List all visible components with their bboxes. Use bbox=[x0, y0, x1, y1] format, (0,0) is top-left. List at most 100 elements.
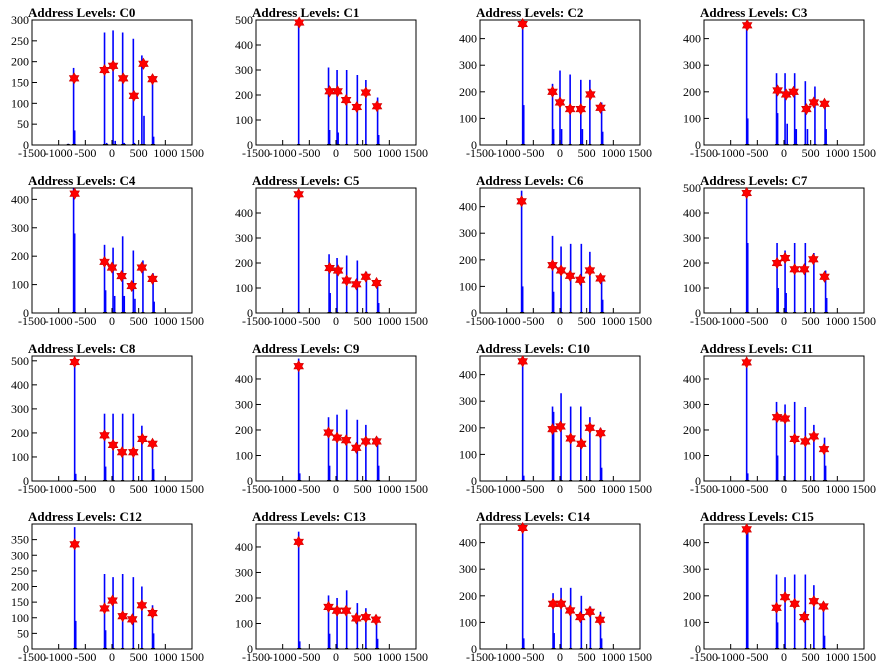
x-tick-label: 0 bbox=[557, 650, 563, 664]
peak-marker bbox=[323, 600, 334, 614]
chart-svg: 0 100 200 300 400 -1500-1000 -500 0 500 1000 1500 bbox=[683, 19, 876, 160]
x-tick-label: -1000 bbox=[717, 650, 745, 664]
plot-frame bbox=[703, 187, 865, 314]
x-tick-label: -1000 bbox=[717, 146, 745, 160]
peak-marker bbox=[99, 429, 110, 442]
chart-panel: 0 100 200 300 400 500 -1500 -1000 -500 0 500 1000 15… bbox=[224, 0, 448, 168]
x-tick-label: 500 bbox=[354, 146, 372, 160]
x-tick-label: 0 bbox=[109, 146, 115, 160]
peak-marker bbox=[69, 355, 80, 369]
x-tick-label: 1000 bbox=[153, 146, 177, 160]
peak-marker bbox=[554, 96, 566, 109]
peak-marker bbox=[808, 430, 820, 443]
peak-marker bbox=[293, 360, 304, 373]
x-tick-label: -500 bbox=[522, 146, 544, 160]
peak-marker bbox=[371, 100, 383, 113]
peak-marker bbox=[585, 88, 596, 101]
x-tick-label: -500 bbox=[298, 146, 320, 160]
peak-marker bbox=[789, 263, 800, 276]
peak-marker bbox=[576, 437, 587, 450]
x-tick-label: -1000 bbox=[493, 650, 521, 664]
y-tick-label: 0 bbox=[471, 306, 477, 320]
peak-marker bbox=[771, 601, 782, 614]
chart-svg: 0 100 200 300 400 -1500-1000 -500 0 500 1000 1500 bbox=[683, 523, 876, 664]
x-tick-label: -1000 bbox=[45, 314, 73, 328]
x-tick-label: 500 bbox=[130, 650, 148, 664]
y-tick-label: 100 bbox=[683, 111, 701, 125]
peak-marker bbox=[818, 600, 829, 613]
x-tick-label: -1500 bbox=[466, 650, 494, 664]
x-tick-label: -500 bbox=[522, 482, 544, 496]
x-tick-label: 500 bbox=[354, 482, 372, 496]
plot-frame bbox=[703, 523, 865, 650]
x-tick-label: 1500 bbox=[852, 482, 876, 496]
peak-marker bbox=[564, 269, 576, 282]
y-tick-label: 400 bbox=[683, 206, 701, 220]
peak-marker bbox=[772, 84, 783, 97]
y-tick-label: 400 bbox=[11, 192, 29, 206]
y-tick-label: 300 bbox=[11, 402, 29, 416]
peak-marker bbox=[147, 272, 158, 286]
x-tick-label: 1000 bbox=[825, 650, 849, 664]
y-tick-label: 100 bbox=[11, 278, 29, 292]
peak-marker bbox=[595, 101, 606, 114]
peak-marker bbox=[126, 613, 138, 626]
y-tick-label: 200 bbox=[235, 423, 253, 437]
peak-marker bbox=[350, 441, 362, 454]
plot-frame bbox=[31, 187, 193, 314]
chart-panel: 0 100 200 300 400 -1500 -1000 -500 0 500 1000 1500 A… bbox=[448, 168, 672, 336]
x-tick-label: -1000 bbox=[45, 146, 73, 160]
y-tick-label: 400 bbox=[11, 378, 29, 392]
x-tick-label: -1000 bbox=[269, 650, 297, 664]
y-tick-label: 200 bbox=[235, 256, 253, 270]
peak-marker bbox=[771, 411, 783, 424]
y-tick-label: 0 bbox=[471, 474, 477, 488]
y-tick-label: 0 bbox=[247, 642, 253, 656]
chart-svg: 0 100 200 300 400 -1500-1000 -500 0 500 1000 1500 bbox=[459, 355, 652, 496]
x-tick-label: 1500 bbox=[404, 146, 428, 160]
y-tick-label: 400 bbox=[235, 38, 253, 52]
chart-svg: 0 100 200 300 400 -1500-1000 -500 0 500 1000 1500 bbox=[459, 17, 652, 160]
y-tick-label: 100 bbox=[235, 616, 253, 630]
x-tick-label: -1500 bbox=[690, 146, 718, 160]
y-tick-label: 300 bbox=[683, 58, 701, 72]
chart-panel: 0 100 200 300 400 -1500 -1000 -500 0 500 1000 1500 A… bbox=[672, 0, 896, 168]
peak-marker bbox=[516, 195, 527, 208]
x-tick-label: 1000 bbox=[601, 146, 625, 160]
x-tick-label: 500 bbox=[130, 146, 148, 160]
peak-marker bbox=[147, 437, 158, 450]
x-tick-label: -1500 bbox=[18, 482, 46, 496]
y-tick-label: 300 bbox=[459, 58, 477, 72]
x-tick-label: -1500 bbox=[690, 650, 718, 664]
y-tick-label: 100 bbox=[683, 615, 701, 629]
y-tick-label: 400 bbox=[459, 536, 477, 550]
y-tick-label: 100 bbox=[683, 448, 701, 462]
x-tick-label: 1000 bbox=[377, 314, 401, 328]
peak-marker bbox=[789, 597, 800, 610]
x-tick-label: -1500 bbox=[466, 482, 494, 496]
x-tick-label: -1000 bbox=[493, 314, 521, 328]
y-tick-label: 300 bbox=[235, 397, 253, 411]
x-tick-label: 1500 bbox=[404, 314, 428, 328]
peak-marker bbox=[808, 253, 819, 266]
x-tick-label: -500 bbox=[522, 314, 544, 328]
x-tick-label: -500 bbox=[746, 650, 768, 664]
peak-marker bbox=[324, 85, 335, 98]
x-tick-label: 0 bbox=[333, 482, 339, 496]
x-tick-label: 1000 bbox=[153, 482, 177, 496]
y-tick-label: 0 bbox=[247, 138, 253, 152]
x-tick-label: 1500 bbox=[628, 482, 652, 496]
peak-marker bbox=[136, 261, 148, 274]
x-tick-label: -1000 bbox=[45, 650, 73, 664]
x-tick-label: 500 bbox=[578, 650, 596, 664]
x-tick-label: -1500 bbox=[690, 314, 718, 328]
x-tick-label: 500 bbox=[802, 482, 820, 496]
y-tick-label: 300 bbox=[459, 226, 477, 240]
chart-panel: 0 100 200 300 400 -1500 -1000 -500 0 500 1000 1500 A… bbox=[672, 336, 896, 504]
chart-title: Address Levels: C5 bbox=[252, 173, 360, 188]
peak-marker bbox=[293, 188, 304, 201]
x-tick-label: 1500 bbox=[628, 314, 652, 328]
y-tick-label: 200 bbox=[683, 423, 701, 437]
y-tick-label: 0 bbox=[695, 138, 701, 152]
peak-marker bbox=[69, 538, 80, 551]
